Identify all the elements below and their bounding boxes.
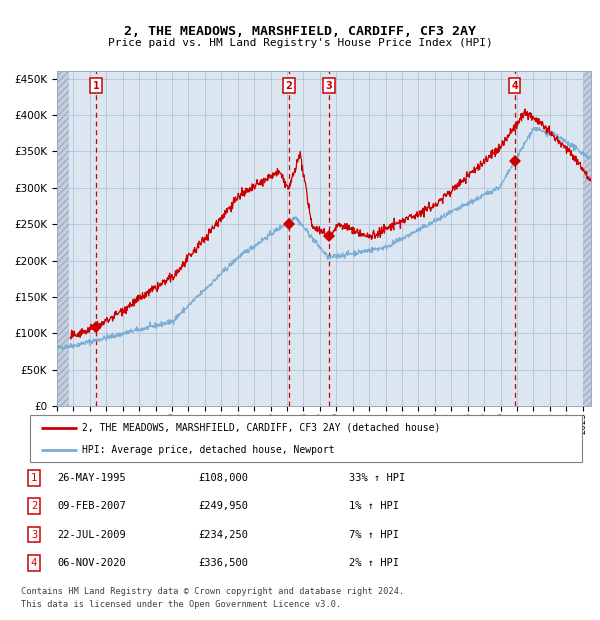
- Text: £336,500: £336,500: [198, 558, 248, 568]
- Text: 7% ↑ HPI: 7% ↑ HPI: [349, 529, 398, 539]
- Text: Price paid vs. HM Land Registry's House Price Index (HPI): Price paid vs. HM Land Registry's House …: [107, 38, 493, 48]
- Bar: [57, 71, 70, 406]
- Text: £108,000: £108,000: [198, 472, 248, 483]
- Text: 2: 2: [31, 501, 37, 511]
- Bar: [583, 71, 591, 406]
- Text: 22-JUL-2009: 22-JUL-2009: [58, 529, 127, 539]
- Text: 3: 3: [326, 81, 332, 91]
- Text: 4: 4: [511, 81, 518, 91]
- Text: 2, THE MEADOWS, MARSHFIELD, CARDIFF, CF3 2AY (detached house): 2, THE MEADOWS, MARSHFIELD, CARDIFF, CF3…: [82, 423, 441, 433]
- Text: 33% ↑ HPI: 33% ↑ HPI: [349, 472, 405, 483]
- Text: Contains HM Land Registry data © Crown copyright and database right 2024.: Contains HM Land Registry data © Crown c…: [21, 587, 404, 596]
- Text: HPI: Average price, detached house, Newport: HPI: Average price, detached house, Newp…: [82, 445, 335, 455]
- Text: 2: 2: [286, 81, 292, 91]
- Text: 1: 1: [31, 472, 37, 483]
- Text: This data is licensed under the Open Government Licence v3.0.: This data is licensed under the Open Gov…: [21, 600, 341, 609]
- Text: 1: 1: [93, 81, 100, 91]
- Text: 06-NOV-2020: 06-NOV-2020: [58, 558, 127, 568]
- Text: 1% ↑ HPI: 1% ↑ HPI: [349, 501, 398, 511]
- Text: 09-FEB-2007: 09-FEB-2007: [58, 501, 127, 511]
- Text: 3: 3: [31, 529, 37, 539]
- Text: 2, THE MEADOWS, MARSHFIELD, CARDIFF, CF3 2AY: 2, THE MEADOWS, MARSHFIELD, CARDIFF, CF3…: [124, 25, 476, 38]
- Text: 4: 4: [31, 558, 37, 568]
- Text: £234,250: £234,250: [198, 529, 248, 539]
- Text: 26-MAY-1995: 26-MAY-1995: [58, 472, 127, 483]
- Text: £249,950: £249,950: [198, 501, 248, 511]
- Text: 2% ↑ HPI: 2% ↑ HPI: [349, 558, 398, 568]
